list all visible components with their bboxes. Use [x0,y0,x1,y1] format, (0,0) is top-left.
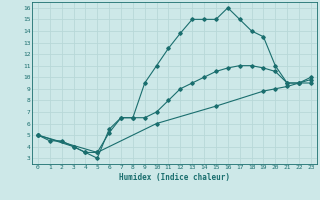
X-axis label: Humidex (Indice chaleur): Humidex (Indice chaleur) [119,173,230,182]
